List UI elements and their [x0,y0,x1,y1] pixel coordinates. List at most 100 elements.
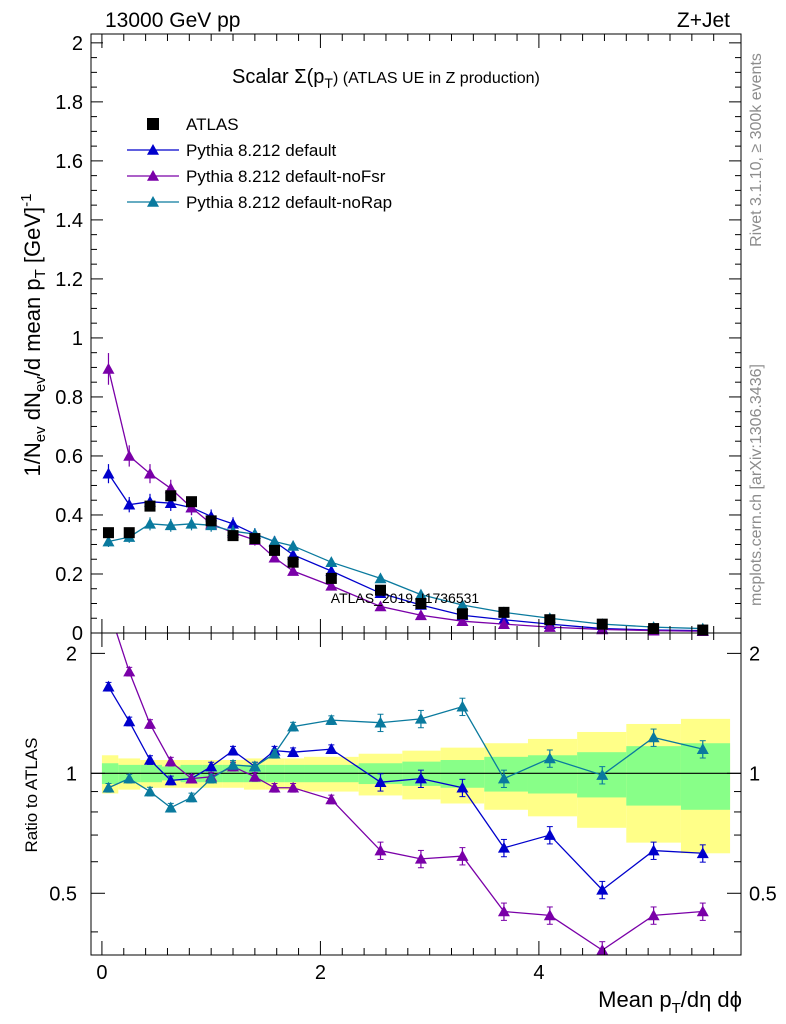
main-series-1-point [456,615,469,626]
main-ytick-label: 0.4 [55,505,83,527]
atlas-data-point [249,533,261,545]
xtick-label: 4 [533,962,544,984]
atlas-data-point [287,556,299,568]
main-series-1-point [414,609,427,621]
ratio-series-2-point [497,772,510,784]
main-series-2-point [268,535,281,547]
atlas-data-point [498,606,510,618]
ratio-series-2-point [227,758,240,770]
legend-label: Pythia 8.212 default-noRap [186,193,392,212]
main-series-1-point [374,600,387,612]
main-series-1-point [497,618,510,629]
plot-title: Scalar Σ(pT) (ATLAS UE in Z production) [232,66,540,91]
ratio-series-2-point [185,791,198,803]
main-series-1-point [287,565,300,576]
legend-atlas-label: ATLAS [186,115,239,134]
ratio-series-2-point [647,731,660,743]
ratio-series-0-point [543,829,556,840]
atlas-data-point [648,623,660,635]
ratio-series-1-point [268,781,281,793]
ratio-series-0-point [456,781,469,793]
main-series-2-point [287,539,300,551]
ratio-series-0-point [287,746,300,757]
atlas-data-point [456,608,468,620]
legend-marker [147,170,159,181]
ratio-series-1-point [647,909,660,921]
xtick-label: 0 [96,962,107,984]
atlas-data-point [415,597,427,609]
ratio-series-2-point [374,716,387,728]
ratio-series-2-point [414,712,427,724]
ratio-ytick-label-left: 2 [66,643,77,665]
ratio-series-0-point [205,760,218,772]
ratio-series-2-point [287,720,300,732]
ratio-series-1-point [287,781,300,793]
ratio-series-0-point [647,844,660,856]
main-ytick-label: 1.4 [55,210,83,232]
atlas-data-point [697,624,709,636]
ratio-series-1-point [414,852,427,864]
ratio-series-0-point [227,744,240,756]
ratio-ytick-label-right: 1 [749,763,760,785]
legend-atlas-marker [147,118,159,130]
main-panel: 0 0.2 0.4 0.6 0.8 1 1.2 1.4 1.6 1.8 2 ATLAS_2019_I… [18,33,742,645]
ratio-series-1-point [596,944,609,955]
atlas-data-point [269,544,281,556]
main-series-1-point [123,449,136,461]
legend-marker [147,144,159,155]
uncertainty-band-inner [680,743,731,810]
process-label: Z+Jet [677,9,730,32]
main-series-1-point [268,551,281,563]
ratio-series-1-point [143,717,156,729]
ratio-series-0-point [123,715,136,727]
main-series-0-point [164,497,177,508]
ratio-ytick-label-right: 0.5 [749,883,777,905]
ratio-series-1-point [185,772,198,784]
ratio-series-0-point [596,883,609,895]
ratio-series-1-point [248,770,261,782]
legend-label: Pythia 8.212 default-noFsr [186,167,386,186]
plot-title-main: Scalar Σ(p [232,66,324,88]
ratio-ytick-label-right: 2 [749,643,760,665]
x-axis-label: Mean pT/dη dϕ [598,987,742,1017]
ratio-ylabel: Ratio to ATLAS [22,738,41,853]
legend-marker [147,196,159,207]
xlabel-sub: T [672,1000,681,1017]
legend-label: Pythia 8.212 default [186,141,337,160]
ratio-series-0-point [497,841,510,853]
ratio-series-2-point [164,801,177,813]
ratio-series-1-point [164,755,177,767]
main-series-0-point [123,498,136,510]
main-series-0-point [227,517,240,529]
legend: ATLAS Pythia 8.212 default Pythia 8.212 de… [127,115,392,212]
ratio-series-0-point [696,847,709,859]
main-series-2-point [102,535,115,547]
ratio-series-2-point [596,769,609,780]
ratio-panel: 0.5 0.5 1 1 2 2 0 2 4 Ratio to ATLAS Mean pT/dη … [22,632,777,1017]
ratio-series-0-point [325,743,338,754]
xlabel-main: Mean p [598,987,671,1012]
uncertainty-band-inner [626,746,681,806]
mcplots-label: mcplots.cern.ch [arXiv:1306.3436] [748,364,765,606]
ratio-series-1-point [123,665,136,677]
ratio-series-1-point [374,844,387,856]
main-series-2-point [456,598,469,610]
main-series-1-point [543,621,556,632]
plot-title-tail: ) (ATLAS UE in Z production) [333,70,540,87]
ratio-series-2-point [268,747,281,759]
main-ytick-label: 1 [72,328,83,350]
main-ytick-label: 0.2 [55,564,83,586]
atlas-data-point [596,618,608,630]
main-series-2-point [325,556,338,567]
ratio-series-2-point [248,760,261,772]
ratio-series-2-point [325,714,338,725]
plot-title-sub: T [324,75,333,91]
main-ytick-label: 1.8 [55,92,83,114]
ratio-series-2-point [102,781,115,793]
ratio-series-0-point [374,776,387,788]
ratio-series-2-point [123,772,136,784]
atlas-data-point [144,500,156,512]
ratio-ticks: 0.5 0.5 1 1 2 2 0 2 4 [49,633,777,984]
